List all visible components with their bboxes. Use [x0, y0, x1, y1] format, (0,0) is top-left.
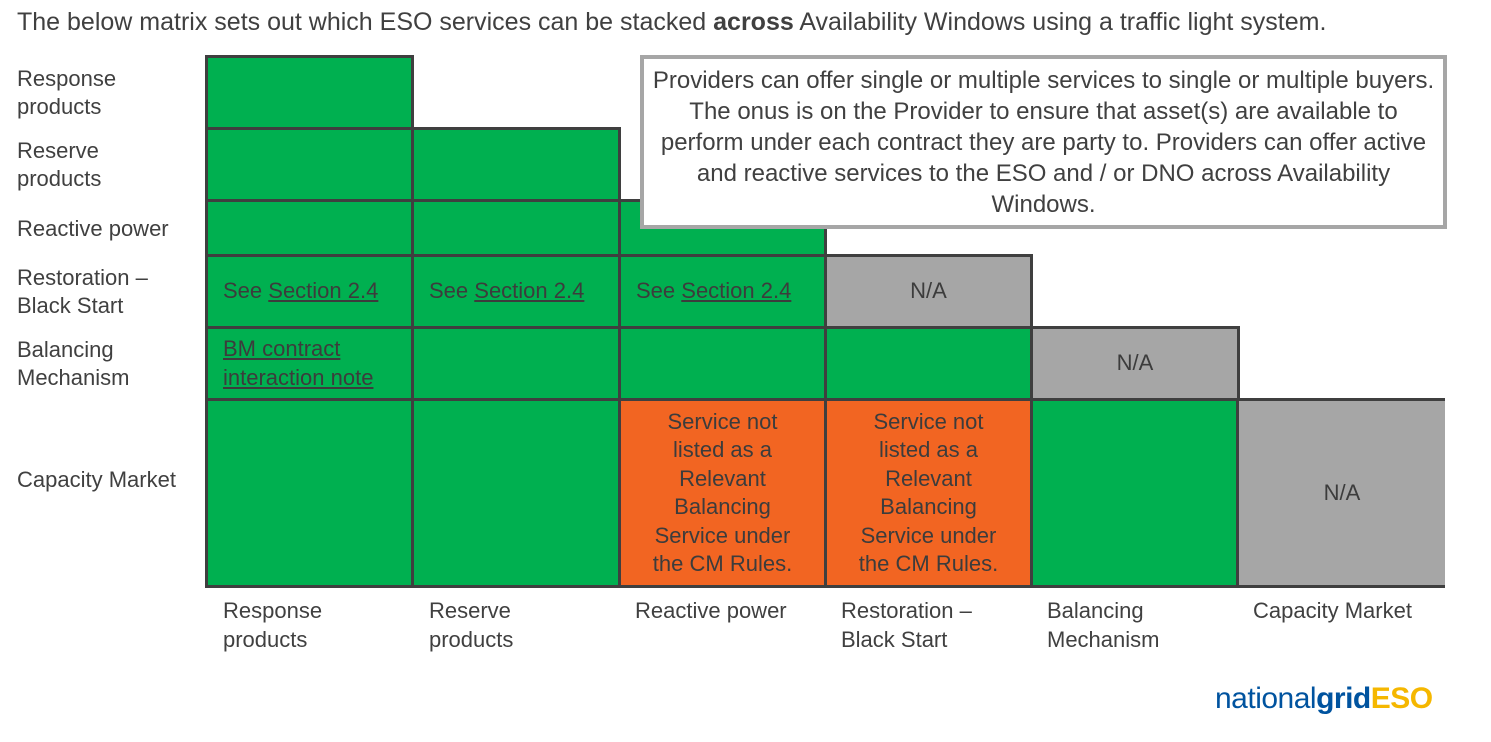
- cm-note: Service not listed as a Relevant Balancing S…: [858, 408, 999, 577]
- cell-balancing-balancing: N/A: [1030, 326, 1240, 401]
- cell-capacity-restoration: Service not listed as a Relevant Balancing S…: [824, 398, 1033, 588]
- row-label-reserve: Reserve products: [17, 138, 102, 191]
- cell-reactive-response: [205, 199, 414, 257]
- cell-balancing-response: BM contract interaction note: [205, 326, 414, 401]
- col-label-restoration: Restoration – Black Start: [841, 598, 972, 652]
- col-label-response: Response products: [223, 598, 323, 652]
- col-label-reserve: Reserve products: [429, 598, 514, 652]
- cell-reactive-reserve: [411, 199, 621, 257]
- na-label: N/A: [1323, 479, 1361, 505]
- cell-balancing-reserve: [411, 326, 621, 401]
- na-label: N/A: [910, 278, 947, 304]
- cell-restoration-restoration: N/A: [824, 254, 1033, 329]
- section-link[interactable]: Section 2.4: [681, 278, 792, 304]
- bm-contract-link[interactable]: BM contract interaction note: [223, 336, 374, 390]
- na-label: N/A: [1116, 350, 1154, 376]
- section-link[interactable]: Section 2.4: [268, 278, 379, 304]
- cm-note: Service not listed as a Relevant Balancing S…: [652, 408, 793, 577]
- intro-after: Availability Windows using a traffic lig…: [793, 8, 1327, 36]
- cell-capacity-reserve: [411, 398, 621, 588]
- cell-restoration-reactive: See Section 2.4: [618, 254, 827, 329]
- cell-restoration-reserve: See Section 2.4: [411, 254, 621, 329]
- provider-note-text: Providers can offer single or multiple s…: [652, 66, 1435, 218]
- col-label-balancing: Balancing Mechanism: [1047, 598, 1160, 652]
- cell-response-response: [205, 55, 414, 130]
- cell-balancing-reactive: [618, 326, 827, 401]
- cell-reserve-response: [205, 127, 414, 202]
- col-label-reactive: Reactive power: [635, 598, 787, 623]
- intro-text: The below matrix sets out which ESO serv…: [17, 8, 1326, 37]
- cell-restoration-response: See Section 2.4: [205, 254, 414, 329]
- row-label-restoration: Restoration – Black Start: [17, 265, 148, 318]
- cell-balancing-restoration: [824, 326, 1033, 401]
- row-label-balancing: Balancing Mechanism: [17, 337, 130, 390]
- row-label-response: Response products: [17, 66, 117, 119]
- national-grid-eso-logo: nationalgridESO: [1215, 682, 1433, 715]
- section-link[interactable]: Section 2.4: [474, 278, 585, 304]
- intro-bold: across: [713, 8, 794, 36]
- row-label-reactive: Reactive power: [17, 216, 169, 241]
- intro-before: The below matrix sets out which ESO serv…: [17, 8, 714, 36]
- col-label-capacity: Capacity Market: [1253, 598, 1412, 623]
- cell-capacity-balancing: [1030, 398, 1240, 588]
- cell-capacity-capacity: N/A: [1236, 398, 1445, 588]
- cell-capacity-response: [205, 398, 414, 588]
- cell-capacity-reactive: Service not listed as a Relevant Balancing S…: [618, 398, 827, 588]
- provider-note-box: Providers can offer single or multiple s…: [640, 55, 1447, 229]
- row-label-capacity: Capacity Market: [17, 467, 176, 492]
- cell-reserve-reserve: [411, 127, 621, 202]
